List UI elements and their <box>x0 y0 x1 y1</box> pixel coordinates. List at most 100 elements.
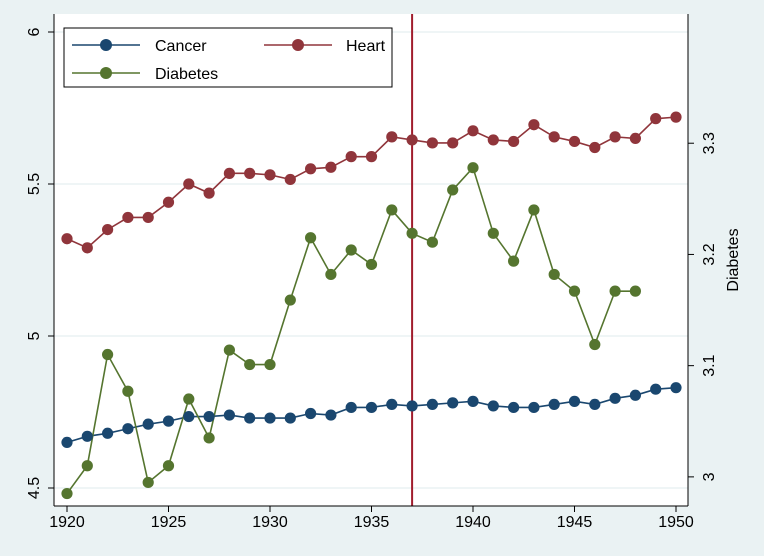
legend: Cancer Heart Diabetes <box>63 27 393 88</box>
y-left-tick-label-3: 6 <box>26 27 43 36</box>
point-cancer-1946 <box>589 398 601 410</box>
point-cancer-1944 <box>548 398 560 410</box>
point-diabetes-1934 <box>345 244 357 256</box>
point-heart-1931 <box>284 173 296 186</box>
point-diabetes-1937 <box>406 227 418 239</box>
right-axis-title: Diabetes <box>725 228 742 291</box>
point-diabetes-1932 <box>305 232 317 244</box>
point-heart-1937 <box>406 134 418 146</box>
point-diabetes-1928 <box>223 344 235 356</box>
legend-item-diabetes: Diabetes <box>72 66 218 83</box>
series-layer <box>61 111 682 500</box>
point-cancer-1923 <box>122 423 134 435</box>
point-cancer-1922 <box>102 427 114 439</box>
legend-item-cancer: Cancer <box>72 38 207 55</box>
point-cancer-1928 <box>223 409 235 421</box>
point-diabetes-1921 <box>81 460 93 472</box>
point-heart-1929 <box>244 167 256 179</box>
point-heart-1944 <box>548 131 560 143</box>
point-heart-1949 <box>650 113 662 125</box>
point-heart-1938 <box>426 137 438 149</box>
point-diabetes-1922 <box>102 348 114 361</box>
point-diabetes-1946 <box>589 338 601 351</box>
point-cancer-1935 <box>365 401 378 414</box>
point-diabetes-1940 <box>467 162 479 174</box>
point-diabetes-1936 <box>386 204 398 216</box>
legend-heart-swatch-marker <box>292 39 304 51</box>
point-heart-1920 <box>61 233 73 245</box>
point-diabetes-1926 <box>183 393 195 405</box>
point-heart-1928 <box>223 167 235 179</box>
point-cancer-1937 <box>406 400 418 412</box>
point-cancer-1938 <box>426 398 438 410</box>
point-heart-1924 <box>142 211 154 224</box>
y-left-tick-label-1: 5 <box>26 331 43 340</box>
x-tick-label-1920: 1920 <box>49 514 85 531</box>
point-heart-1933 <box>325 161 337 173</box>
point-cancer-1945 <box>568 395 581 407</box>
y-right-tick-label-0: 3 <box>701 472 718 481</box>
point-cancer-1948 <box>629 389 642 401</box>
point-heart-1934 <box>345 151 357 163</box>
point-heart-1945 <box>568 135 581 148</box>
point-diabetes-1925 <box>162 460 175 472</box>
point-heart-1936 <box>386 131 398 143</box>
point-diabetes-1947 <box>609 285 621 297</box>
point-cancer-1929 <box>244 412 256 424</box>
y-left-tick-label-2: 5.5 <box>26 173 43 195</box>
point-heart-1926 <box>183 178 195 190</box>
point-cancer-1930 <box>264 412 276 424</box>
point-heart-1923 <box>122 211 134 224</box>
point-diabetes-1927 <box>203 432 215 444</box>
point-diabetes-1930 <box>264 358 276 371</box>
y-left-tick-label-0: 4.5 <box>26 477 43 499</box>
point-cancer-1942 <box>507 401 520 414</box>
point-diabetes-1933 <box>325 268 337 281</box>
point-heart-1927 <box>203 187 215 199</box>
point-heart-1941 <box>487 134 499 146</box>
point-heart-1932 <box>305 163 317 175</box>
point-cancer-1921 <box>81 430 93 442</box>
x-tick-label-1940: 1940 <box>455 514 491 531</box>
point-heart-1947 <box>609 131 621 143</box>
point-diabetes-1935 <box>365 258 378 271</box>
point-heart-1946 <box>589 141 601 154</box>
point-cancer-1926 <box>183 410 195 423</box>
point-cancer-1940 <box>467 395 479 407</box>
y-right-tick-label-1: 3.1 <box>701 354 718 376</box>
point-diabetes-1941 <box>487 227 499 239</box>
point-diabetes-1924 <box>142 476 154 489</box>
point-heart-1922 <box>102 224 114 236</box>
point-cancer-1933 <box>325 409 337 421</box>
point-cancer-1924 <box>142 418 154 430</box>
point-heart-1942 <box>507 135 520 148</box>
point-heart-1935 <box>365 151 378 163</box>
point-heart-1939 <box>447 137 459 149</box>
y-right-tick-label-2: 3.2 <box>701 243 718 265</box>
point-diabetes-1920 <box>61 487 73 500</box>
point-heart-1943 <box>528 119 540 131</box>
x-tick-label-1925: 1925 <box>151 514 187 531</box>
point-cancer-1920 <box>61 436 73 448</box>
legend-cancer-label: Cancer <box>155 38 207 55</box>
legend-cancer-swatch-marker <box>100 39 112 51</box>
point-cancer-1934 <box>345 401 357 414</box>
point-cancer-1943 <box>528 401 540 414</box>
legend-item-heart: Heart <box>264 38 386 55</box>
point-diabetes-1923 <box>122 385 134 397</box>
point-heart-1940 <box>467 125 479 137</box>
point-cancer-1949 <box>650 383 662 395</box>
legend-box <box>63 27 393 88</box>
point-diabetes-1938 <box>426 236 438 248</box>
legend-diabetes-label: Diabetes <box>155 66 218 83</box>
point-heart-1925 <box>162 196 175 208</box>
x-tick-label-1950: 1950 <box>658 514 694 531</box>
point-cancer-1950 <box>670 382 682 394</box>
point-cancer-1941 <box>487 400 499 412</box>
point-diabetes-1929 <box>244 358 256 371</box>
legend-heart-label: Heart <box>346 38 386 55</box>
point-diabetes-1939 <box>447 184 459 196</box>
point-cancer-1936 <box>386 398 398 410</box>
point-cancer-1927 <box>203 410 215 423</box>
